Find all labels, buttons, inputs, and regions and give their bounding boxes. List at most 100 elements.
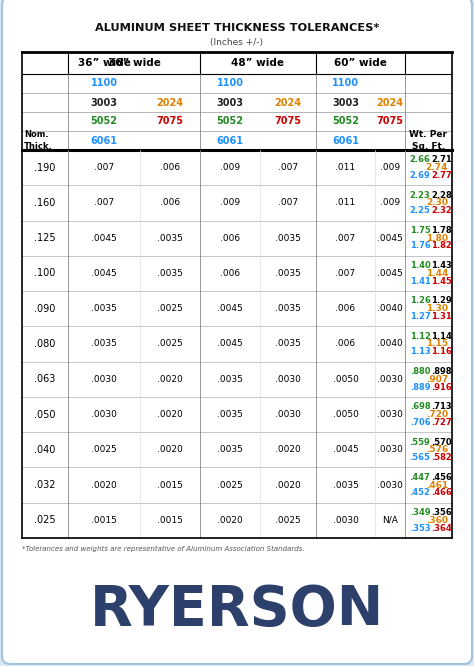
Text: .0035: .0035: [275, 234, 301, 242]
Text: .0045: .0045: [91, 234, 117, 242]
Text: N/A: N/A: [382, 516, 398, 525]
Text: .452: .452: [410, 488, 430, 498]
Text: 2.32: 2.32: [431, 206, 452, 215]
Text: 60” wide: 60” wide: [334, 58, 387, 68]
Text: .456: .456: [431, 473, 452, 482]
Text: .007: .007: [94, 198, 114, 207]
Text: 36” wide: 36” wide: [108, 58, 160, 68]
Text: 1.14: 1.14: [431, 332, 452, 341]
Text: .009: .009: [380, 198, 400, 207]
Text: 1.40: 1.40: [410, 261, 430, 270]
Text: .0035: .0035: [91, 340, 117, 348]
Text: .0035: .0035: [217, 446, 243, 454]
Text: .0050: .0050: [333, 375, 358, 384]
Text: .0020: .0020: [275, 481, 301, 490]
Text: .582: .582: [431, 453, 452, 462]
Text: .0030: .0030: [377, 446, 403, 454]
Text: .898: .898: [431, 367, 452, 376]
Text: .0025: .0025: [275, 516, 301, 525]
Text: .916: .916: [431, 382, 452, 392]
Text: 1100: 1100: [91, 79, 118, 89]
Text: 1.78: 1.78: [431, 226, 452, 235]
Text: .011: .011: [336, 198, 356, 207]
Text: .698: .698: [410, 402, 430, 412]
Text: 2.23: 2.23: [410, 190, 430, 200]
Text: 1.16: 1.16: [431, 347, 452, 356]
Text: .461: .461: [426, 481, 448, 490]
Text: .007: .007: [278, 198, 298, 207]
Text: 2024: 2024: [156, 97, 183, 107]
Text: .0045: .0045: [217, 304, 243, 313]
Text: 2024: 2024: [274, 97, 301, 107]
Text: .0045: .0045: [91, 269, 117, 278]
Text: 1.75: 1.75: [410, 226, 430, 235]
Text: 2.30: 2.30: [426, 198, 448, 207]
Text: .576: .576: [426, 446, 448, 454]
Text: 6061: 6061: [91, 135, 118, 145]
Text: .0045: .0045: [377, 234, 403, 242]
Text: 1.43: 1.43: [431, 261, 452, 270]
Text: 1.13: 1.13: [410, 347, 430, 356]
Text: 2.66: 2.66: [410, 155, 430, 165]
Text: 3003: 3003: [217, 97, 244, 107]
Text: .025: .025: [34, 515, 56, 525]
Text: .0030: .0030: [91, 375, 117, 384]
Text: .349: .349: [410, 508, 430, 517]
Text: .570: .570: [431, 438, 452, 447]
Text: 1100: 1100: [332, 79, 359, 89]
Text: .0035: .0035: [91, 304, 117, 313]
Text: .006: .006: [220, 234, 240, 242]
Text: .0020: .0020: [275, 446, 301, 454]
Text: .009: .009: [220, 163, 240, 172]
Text: 1.82: 1.82: [431, 242, 452, 250]
Text: 1.15: 1.15: [426, 340, 448, 348]
Text: .006: .006: [336, 304, 356, 313]
Text: ALUMINUM SHEET THICKNESS TOLERANCES*: ALUMINUM SHEET THICKNESS TOLERANCES*: [95, 23, 379, 33]
Text: .0045: .0045: [377, 269, 403, 278]
Text: .356: .356: [431, 508, 452, 517]
Text: Wt. Per
Sq. Ft.: Wt. Per Sq. Ft.: [410, 131, 447, 151]
Text: .009: .009: [380, 163, 400, 172]
Text: .0020: .0020: [157, 410, 183, 419]
Text: .706: .706: [410, 418, 430, 427]
Text: .090: .090: [34, 304, 55, 314]
Text: .0035: .0035: [217, 410, 243, 419]
Text: .713: .713: [431, 402, 452, 412]
Text: .364: .364: [431, 523, 452, 533]
Text: .353: .353: [410, 523, 430, 533]
Text: 1.76: 1.76: [410, 242, 430, 250]
Text: .0035: .0035: [157, 234, 183, 242]
Text: .009: .009: [220, 198, 240, 207]
Text: 5052: 5052: [217, 117, 244, 127]
Text: 2.25: 2.25: [410, 206, 430, 215]
Text: .011: .011: [336, 163, 356, 172]
Text: .190: .190: [34, 163, 55, 172]
Text: .0035: .0035: [333, 481, 358, 490]
Text: .080: .080: [34, 339, 55, 349]
Text: .006: .006: [220, 269, 240, 278]
Text: .007: .007: [336, 234, 356, 242]
Text: .0030: .0030: [333, 516, 358, 525]
Text: .0020: .0020: [217, 516, 243, 525]
Text: .889: .889: [410, 382, 430, 392]
Text: 1.45: 1.45: [431, 276, 452, 286]
Text: .007: .007: [278, 163, 298, 172]
Text: .0045: .0045: [333, 446, 358, 454]
Text: .0025: .0025: [157, 304, 183, 313]
Text: .0030: .0030: [377, 481, 403, 490]
Text: .727: .727: [431, 418, 452, 427]
Text: .0035: .0035: [217, 375, 243, 384]
Text: .360: .360: [426, 516, 448, 525]
Text: .007: .007: [94, 163, 114, 172]
Text: .063: .063: [34, 374, 55, 384]
Text: .040: .040: [34, 445, 55, 455]
Text: (Inches +/-): (Inches +/-): [210, 37, 264, 47]
Text: 6061: 6061: [332, 135, 359, 145]
Text: 7075: 7075: [156, 117, 183, 127]
Text: 1.44: 1.44: [426, 269, 448, 278]
Text: 1.30: 1.30: [426, 304, 448, 313]
Text: 5052: 5052: [91, 117, 118, 127]
Text: .0050: .0050: [333, 410, 358, 419]
Text: .0035: .0035: [157, 269, 183, 278]
Text: .0020: .0020: [157, 375, 183, 384]
